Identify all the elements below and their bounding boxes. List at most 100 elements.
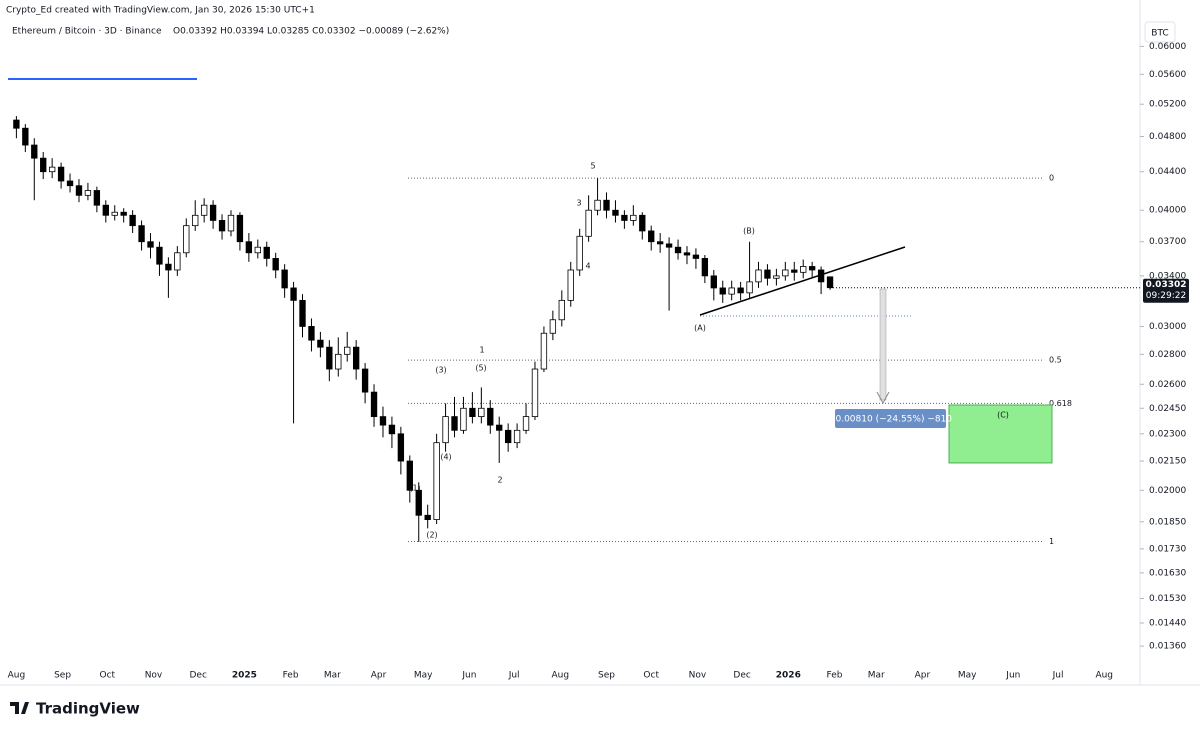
candle-body: [308, 326, 315, 341]
candle-body: [120, 211, 127, 216]
x-tick-label: Apr: [915, 671, 931, 681]
x-tick-label: Jun: [461, 671, 476, 681]
candle-body: [639, 214, 646, 232]
candle: [102, 200, 109, 223]
candle-body: [299, 299, 306, 327]
candle: [84, 182, 92, 201]
price-tag-countdown: 09:29:22: [1146, 291, 1186, 301]
candle-body: [692, 254, 700, 259]
x-tick-label: Jul: [508, 671, 520, 681]
candle-body: [630, 214, 637, 221]
candle-body: [576, 235, 583, 271]
candle-body: [594, 199, 601, 211]
target-label: (C): [997, 410, 1009, 419]
candle: [791, 261, 798, 281]
candle-body: [746, 281, 753, 294]
candle: [397, 426, 405, 475]
candle-body: [388, 424, 396, 435]
wave-label: (3): [435, 366, 446, 375]
currency-button[interactable]: [1144, 21, 1176, 43]
price-tag-value: 0.03302: [1146, 280, 1187, 290]
candle-body: [397, 433, 405, 462]
candle: [308, 318, 315, 352]
currency[interactable]: BTC: [1151, 29, 1168, 39]
candle: [773, 268, 780, 286]
y-tick-label: 0.06000: [1149, 42, 1186, 52]
candle: [406, 455, 413, 503]
measure-arrow: [876, 391, 890, 405]
wave-label: (5): [475, 364, 486, 373]
candle: [487, 400, 494, 434]
fib-label: 1: [1049, 537, 1054, 546]
y-tick-label: 0.02000: [1149, 486, 1186, 496]
candle: [665, 237, 673, 311]
y-tick-label: 0.04800: [1149, 132, 1186, 142]
candle-body: [111, 211, 118, 216]
candle: [549, 310, 557, 341]
wave-label: (2): [426, 531, 437, 540]
y-tick-label: 0.01360: [1149, 642, 1186, 652]
candle-body: [656, 241, 664, 245]
y-tick-label: 0.05600: [1149, 70, 1186, 80]
candle-body: [147, 241, 154, 248]
candle-body: [379, 416, 387, 426]
trend-line: [699, 246, 906, 316]
candle-body: [370, 391, 378, 418]
candle-body: [701, 258, 709, 277]
candle-body: [522, 416, 530, 431]
candle-body: [236, 214, 244, 243]
x-tick-label: Feb: [827, 671, 843, 681]
candle: [174, 246, 181, 276]
candle-body: [540, 332, 548, 370]
candle-body: [585, 209, 592, 237]
candle: [245, 233, 253, 262]
candle-body: [290, 287, 297, 301]
y-tick-label: 0.04000: [1149, 206, 1186, 216]
y-tick-label: 0.04400: [1149, 167, 1186, 177]
candle-body: [791, 269, 798, 273]
candle-body: [174, 252, 181, 271]
candle: [433, 433, 440, 524]
candle: [290, 281, 297, 424]
candle: [31, 138, 38, 201]
x-tick-label: Aug: [552, 671, 570, 681]
candle-body: [129, 214, 136, 227]
candle: [227, 210, 235, 237]
y-tick-label: 0.01530: [1149, 594, 1186, 604]
candle-body: [75, 185, 83, 196]
candle: [603, 192, 610, 219]
measure-bar: [879, 288, 887, 401]
candle-body: [424, 514, 431, 520]
y-tick-label: 0.03700: [1149, 237, 1186, 247]
candle-body: [84, 190, 92, 196]
x-tick-label: Mar: [324, 671, 341, 681]
candle: [639, 212, 646, 240]
candle: [183, 218, 190, 258]
y-tick-label: 0.01730: [1149, 544, 1186, 554]
wave-label: 4: [585, 262, 590, 271]
candle: [719, 280, 726, 303]
candle-body: [335, 353, 342, 370]
candle-body: [317, 339, 324, 348]
candle: [192, 200, 199, 231]
candle-body: [719, 287, 726, 295]
candle-body: [764, 269, 771, 279]
candle: [66, 173, 74, 193]
fib-label: 0.618: [1049, 399, 1072, 408]
candle-body: [209, 204, 217, 221]
candle-body: [665, 243, 673, 248]
candle: [648, 225, 655, 251]
measure-label: −0.00810 (−24.55%) −810: [828, 415, 952, 425]
candle-body: [22, 127, 29, 146]
candle-body: [621, 214, 628, 221]
candle: [370, 384, 378, 427]
wave-label: 1: [479, 346, 484, 355]
x-tick-label: Oct: [643, 671, 659, 681]
candle-body: [567, 269, 574, 301]
candle-body: [826, 276, 834, 289]
candle-body: [48, 166, 56, 173]
candle: [111, 205, 118, 221]
candle: [496, 416, 503, 463]
x-tick-label: May: [414, 671, 433, 681]
